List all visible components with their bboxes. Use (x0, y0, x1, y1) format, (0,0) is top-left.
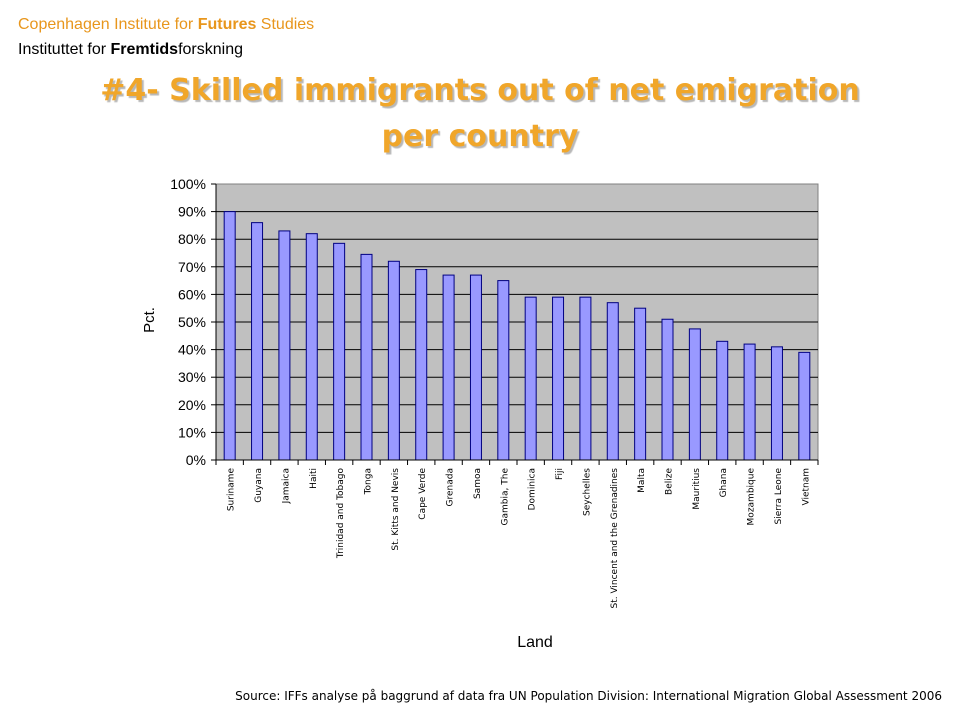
x-tick-label: Belize (665, 468, 675, 495)
y-tick-labels: 0% 10% 20% 30% 40% 50% 60% 70% 80% 90% 100% (170, 176, 206, 468)
bars (223, 211, 811, 461)
bar (415, 269, 428, 461)
slide-title: #4- Skilled immigrants out of net emigra… (80, 68, 880, 160)
x-tick-label: Cape Verde (418, 468, 428, 520)
x-tick-label: St. Vincent and the Grenadines (610, 468, 620, 609)
bar (716, 340, 729, 461)
bar (798, 351, 811, 461)
y-tick-label: 60% (178, 286, 206, 302)
x-tick-label: Mozambique (747, 468, 757, 526)
slide-title-line-1: #4- Skilled immigrants out of net emigra… (100, 73, 860, 108)
x-tick-label: Haiti (309, 468, 319, 489)
bar (278, 230, 291, 461)
bar (743, 343, 756, 461)
y-tick-label: 90% (178, 204, 206, 220)
axes (211, 183, 819, 465)
header-2-suffix: forskning (178, 41, 243, 58)
bar (305, 233, 318, 461)
header-2-bold: Fremtids (110, 41, 179, 58)
y-tick-label: 20% (178, 397, 206, 413)
x-tick-label: Vietnam (801, 468, 811, 506)
bar (251, 222, 264, 461)
x-tick-label: Malta (637, 468, 647, 493)
x-tick-label: Seychelles (582, 468, 592, 516)
header-1-suffix: Studies (256, 16, 315, 33)
bar (552, 296, 565, 461)
bar (579, 296, 592, 461)
x-tick-label: Trinidad and Tobago (336, 468, 346, 560)
x-tick-label: St. Kitts and Nevis (391, 468, 401, 551)
bar (770, 346, 783, 461)
x-tick-label: Grenada (446, 468, 456, 506)
x-tick-label: Samoa (473, 468, 483, 499)
x-tick-label: Gambia, The (500, 468, 510, 526)
x-tick-label: Ghana (719, 468, 729, 497)
y-tick-label: 100% (170, 176, 206, 192)
bar (387, 260, 400, 461)
bar (360, 253, 373, 461)
bar (524, 296, 537, 461)
institute-name-english: Copenhagen Institute for Futures Studies (18, 16, 314, 34)
header-2-prefix: Instituttet for (18, 41, 111, 58)
bar (606, 302, 619, 461)
header-1-bold: Futures (197, 16, 257, 33)
bar (442, 274, 455, 461)
y-tick-label: 10% (178, 424, 206, 440)
x-tick-label: Fiji (555, 468, 565, 480)
source-note: Source: IFFs analyse på baggrund af data… (235, 689, 942, 703)
y-tick-label: 70% (178, 259, 206, 275)
y-tick-label: 0% (186, 452, 206, 468)
bar (469, 274, 482, 461)
bar (688, 328, 701, 461)
x-axis-label: Land (517, 634, 553, 651)
x-tick-label: Jamaica (281, 468, 291, 504)
x-tick-label: Dominica (528, 468, 538, 510)
y-tick-label: 40% (178, 342, 206, 358)
bar (333, 242, 346, 461)
slide-title-line-2: per country (381, 119, 579, 154)
x-tick-labels: Suriname Guyana Jamaica Haiti Trinidad and T… (227, 468, 812, 609)
institute-name-danish: Instituttet for Fremtidsforskning (18, 41, 243, 59)
bar (634, 307, 647, 461)
x-tick-label: Sierra Leone (774, 468, 784, 525)
bar (497, 280, 510, 461)
x-tick-label: Mauritius (692, 468, 702, 510)
y-axis-label: Pct. (141, 307, 158, 333)
x-tick-label: Guyana (254, 468, 264, 503)
y-tick-label: 50% (178, 314, 206, 330)
y-tick-label: 80% (178, 231, 206, 247)
header-1-prefix: Copenhagen Institute for (18, 16, 198, 33)
y-tick-label: 30% (178, 369, 206, 385)
x-tick-label: Tonga (364, 468, 374, 495)
bar (661, 318, 674, 461)
bar (223, 211, 236, 461)
x-tick-label: Suriname (227, 468, 237, 512)
